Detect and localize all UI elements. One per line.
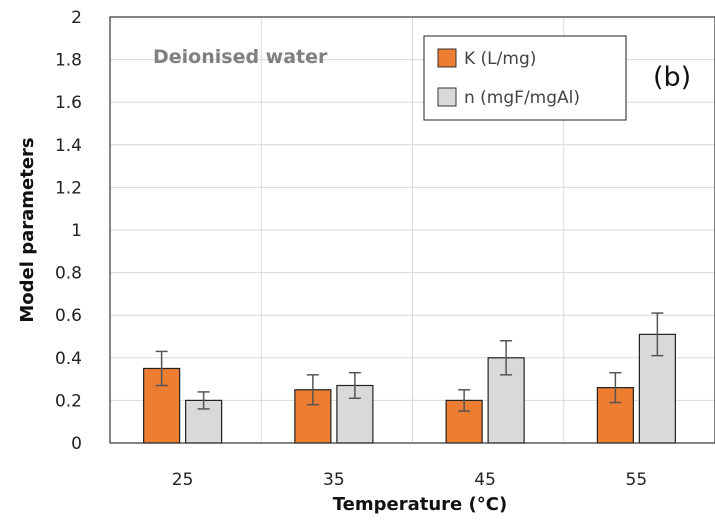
plot-frame: [109, 16, 715, 444]
y-tick-label: 1.8: [55, 51, 82, 71]
legend-box: [423, 35, 627, 121]
y-tick-label: 2: [71, 8, 82, 28]
y-tick-label: 1.2: [55, 178, 82, 198]
y-tick-labels: 0 0.2 0.4 0.6 0.8 1 1.2 1.4 1.6 1.8 2: [55, 8, 82, 454]
x-tick-label: 55: [626, 470, 648, 490]
legend-label-k: K (L/mg): [464, 49, 536, 69]
annotation-text: Deionised water: [153, 46, 328, 68]
bar-k: [445, 399, 483, 444]
legend-swatch-n: [437, 87, 457, 107]
error-bar: [155, 350, 168, 387]
error-bar: [197, 391, 210, 410]
y-tick-label: 1.4: [55, 136, 82, 156]
x-tick-label: 45: [474, 470, 496, 490]
bars: [143, 333, 676, 444]
legend-swatch-k: [437, 48, 457, 68]
legend: K (L/mg) n (mgF/mgAl): [423, 35, 627, 121]
y-tick-label: 0.6: [55, 306, 82, 326]
error-bars: [155, 312, 664, 412]
error-bar: [306, 374, 319, 406]
legend-label-n: n (mgF/mgAl): [464, 88, 580, 108]
y-tick-label: 0.8: [55, 264, 82, 284]
x-tick-label: 25: [172, 470, 194, 490]
y-tick-label: 0.4: [55, 349, 82, 369]
panel-label: (b): [653, 62, 691, 93]
error-bar: [348, 371, 361, 400]
x-axis-title: Temperature (°C): [333, 494, 507, 515]
error-bar: [500, 340, 513, 376]
error-bar: [651, 312, 664, 357]
x-tick-labels: 25 35 45 55: [172, 470, 647, 490]
y-tick-label: 0.2: [55, 391, 82, 411]
y-tick-label: 0: [71, 434, 82, 454]
y-axis-title: Model parameters: [17, 137, 38, 322]
y-tick-label: 1: [71, 221, 82, 241]
x-tick-label: 35: [323, 470, 345, 490]
y-tick-label: 1.6: [55, 93, 82, 113]
error-bar: [458, 389, 471, 412]
error-bar: [609, 371, 622, 404]
